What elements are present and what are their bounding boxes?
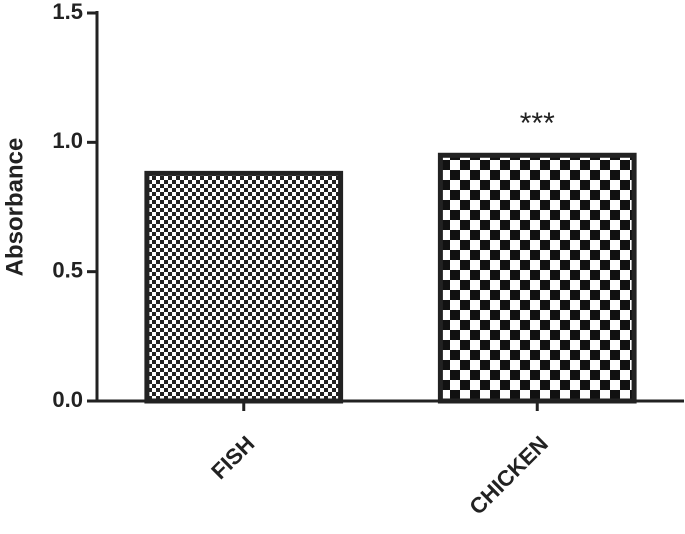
y-tick-label: 1.5 [52,0,83,24]
y-tick-label: 0.0 [52,387,83,412]
y-tick-label: 1.0 [52,128,83,153]
y-tick-label: 0.5 [52,257,83,282]
x-tick-label: CHICKEN [464,431,553,520]
bar [437,152,637,404]
x-tick-label: FISH [206,431,259,484]
bar [144,170,344,404]
y-axis-label: Absorbance [1,138,28,277]
annotation: *** [520,107,555,140]
